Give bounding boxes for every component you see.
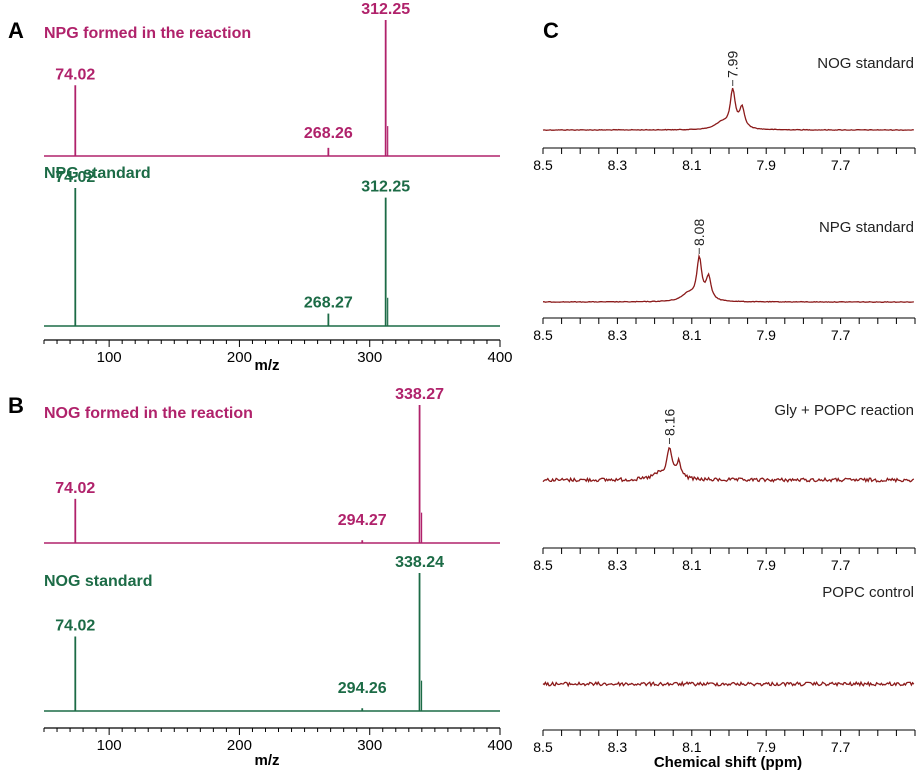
ms-tick-label: 200 [227, 349, 252, 366]
xlabel-b: m/z [254, 752, 279, 769]
xlabel-c: Chemical shift (ppm) [654, 754, 802, 771]
panel-label-c: C [543, 18, 559, 43]
ms-tick-label: 100 [97, 737, 122, 754]
ms-peak-label: 312.25 [361, 179, 410, 196]
nmr-tick-label: 8.1 [682, 327, 702, 343]
nmr-spectrum-line [542, 87, 914, 131]
series-name-npg-reaction: NPG formed in the reaction [44, 25, 251, 42]
nmr-tick-label: 8.3 [608, 327, 628, 343]
nmr-spectrum-line [542, 253, 914, 303]
nmr-name-popc-control: POPC control [822, 584, 914, 601]
series-name-npg-standard: NPG standard [44, 165, 151, 182]
nmr-name-gly-popc: Gly + POPC reaction [774, 402, 914, 419]
ms-peak-label: 74.02 [55, 617, 95, 634]
nmr-tick-label: 7.9 [756, 739, 776, 755]
ms-tick-label: 200 [227, 737, 252, 754]
nmr-peak-label: 8.16 [661, 409, 677, 436]
nmr-peak-label: 7.99 [725, 51, 741, 78]
nmr-tick-label: 7.7 [831, 557, 851, 573]
nmr-spectrum-line [542, 680, 915, 688]
nmr-tick-label: 8.3 [608, 157, 628, 173]
nmr-tick-label: 8.1 [682, 739, 702, 755]
ms-peak-label: 294.27 [338, 512, 387, 529]
ms-tick-label: 300 [357, 349, 382, 366]
nmr-peak-label: 8.08 [691, 219, 707, 246]
ms-tick-label: 300 [357, 737, 382, 754]
chart-marks: 74.02 268.26 312.25 74.02 268.27 312.25 74.02 2… [43, 1, 916, 755]
ms-peak-label: 74.02 [55, 66, 95, 83]
nmr-tick-label: 8.5 [533, 739, 553, 755]
nmr-tick-label: 7.9 [756, 327, 776, 343]
ms-peak-label: 74.02 [55, 480, 95, 497]
ms-peak-label: 74.02 [55, 169, 95, 186]
ms-peak-label: 268.27 [304, 295, 353, 312]
nmr-tick-label: 8.5 [533, 157, 553, 173]
nmr-name-nog-standard: NOG standard [817, 55, 914, 72]
ms-peak-label: 338.24 [395, 554, 444, 571]
nmr-spectrum-line [542, 446, 915, 484]
nmr-tick-label: 8.5 [533, 327, 553, 343]
ms-peak-label: 294.26 [338, 680, 387, 697]
nmr-name-npg-standard: NPG standard [819, 219, 914, 236]
nmr-tick-label: 7.9 [756, 557, 776, 573]
xlabel-a: m/z [254, 357, 279, 374]
nmr-tick-label: 7.7 [831, 327, 851, 343]
ms-peak-label: 268.26 [304, 125, 353, 142]
nmr-tick-label: 7.7 [831, 739, 851, 755]
nmr-tick-label: 7.7 [831, 157, 851, 173]
nmr-tick-label: 8.1 [682, 157, 702, 173]
nmr-tick-label: 8.5 [533, 557, 553, 573]
ms-peak-label: 338.27 [395, 386, 444, 403]
panel-label-a: A [8, 18, 24, 43]
nmr-tick-label: 7.9 [756, 157, 776, 173]
panel-label-b: B [8, 393, 24, 418]
ms-tick-label: 400 [487, 349, 512, 366]
ms-tick-label: 400 [487, 737, 512, 754]
nmr-tick-label: 8.1 [682, 557, 702, 573]
ms-peak-label: 312.25 [361, 1, 410, 18]
ms-tick-label: 100 [97, 349, 122, 366]
series-name-nog-reaction: NOG formed in the reaction [44, 405, 253, 422]
nmr-tick-label: 8.3 [608, 557, 628, 573]
nmr-tick-label: 8.3 [608, 739, 628, 755]
series-name-nog-standard: NOG standard [44, 573, 152, 590]
